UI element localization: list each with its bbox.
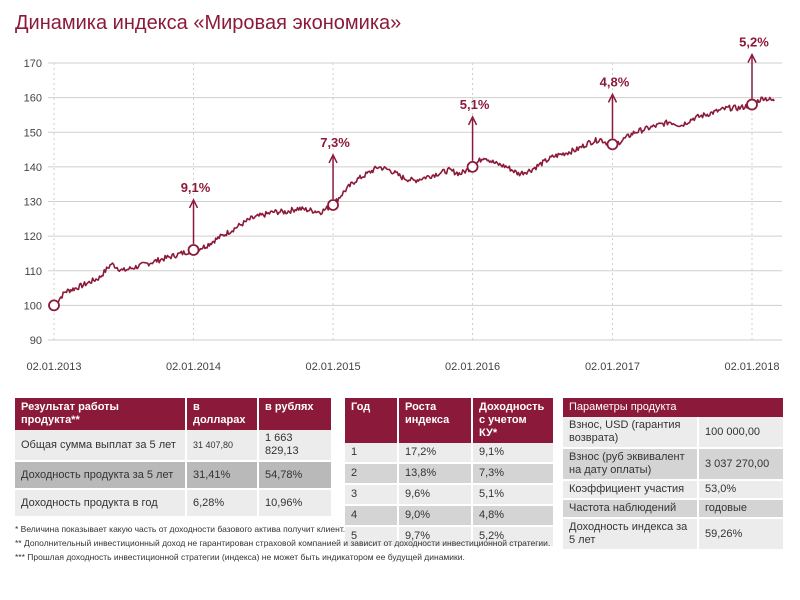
annotation-marker [327,199,339,211]
table-cell: 9,6% [398,484,473,506]
table-cell: Доходность продукта в год [15,489,187,518]
footnote: *** Прошлая доходность инвестиционной ст… [15,552,465,562]
table-cell: Общая сумма выплат за 5 лет [15,430,187,462]
table-cell: 54,78% [258,461,333,490]
table-row: 5 9,7% 5,2% [345,526,555,548]
table-cell: Частота наблюдений [563,499,699,519]
footnote: ** Дополнительный инвестиционный доход н… [15,538,551,548]
table-cell: 10,96% [258,489,333,518]
annotation-marker [746,98,758,111]
table-cell: 2 [345,463,399,485]
table-cell: 53,0% [698,480,785,500]
table-cell: Коэффициент участия [563,480,699,500]
table-cell: 5,2% [472,526,555,548]
product-result-table: Результат работы продукта** в долларах в… [15,398,333,518]
x-tick-label: 02.01.2013 [26,361,81,373]
annotation-label: 5,2% [739,35,769,50]
footnotes: * Величина показывает какую часть от дох… [15,524,555,566]
index-line-chart: 90 100 110 120 130 140 150 160 170 02.01.2013 02.0… [24,35,782,373]
y-tick-label: 90 [30,335,42,347]
x-tick-label: 02.01.2017 [585,361,640,373]
footnote: * Величина показывает какую часть от дох… [15,524,346,534]
annotation-arrowhead [188,198,199,209]
x-tick-label: 02.01.2016 [445,361,500,373]
annotation-label: 7,3% [320,135,350,150]
col-header: Результат работы продукта** [15,398,187,430]
page-title: Динамика индекса «Мировая экономика» [15,12,402,34]
table-row: 3 9,6% 5,1% [345,484,555,506]
table-row: Общая сумма выплат за 5 лет 31 407,80 1 … [15,430,333,462]
x-tick-label: 02.01.2015 [306,361,361,373]
y-tick-label: 160 [24,93,42,105]
annotation-marker [187,244,200,256]
table-cell: 5 [345,526,399,548]
annotation-label: 5,1% [460,97,490,112]
table-row: Взнос (руб эквивалент на дату оплаты) 3 … [563,448,785,481]
col-header: Роста индекса [398,398,473,443]
x-tick-label: 02.01.2018 [724,361,779,373]
annotation-label: 9,1% [181,180,211,195]
table-cell: 31,41% [186,461,259,490]
table-row: Частота наблюдений годовые [563,499,785,519]
table-cell: Доходность индекса за 5 лет [563,518,699,551]
x-tick-label: 02.01.2014 [166,361,221,373]
y-tick-label: 130 [24,197,42,209]
y-tick-label: 120 [24,231,42,243]
annotation-marker [466,160,479,173]
product-params-table: Параметры продукта Взнос, USD (гарантия … [563,398,785,551]
table-row: Взнос, USD (гарантия возврата) 100 000,0… [563,417,785,449]
start-marker [48,299,60,312]
table-cell: 6,28% [186,489,259,518]
table-cell: 9,7% [398,526,473,548]
table-cell: 1 [345,443,399,464]
table-row: 4 9,0% 4,8% [345,505,555,527]
annotation-arrowhead [607,92,618,103]
table-row: 2 13,8% 7,3% [345,463,555,485]
annotation-arrowhead [328,153,338,164]
table-row: Коэффициент участия 53,0% [563,480,785,500]
table-cell: 7,3% [472,463,555,485]
table-cell: 13,8% [398,463,473,485]
table-row: Доходность продукта за 5 лет 31,41% 54,7… [15,461,333,490]
table-cell: 4 [345,505,399,527]
yearly-returns-table: Год Роста индекса Доходность с учетом КУ… [345,398,555,548]
table-cell: 1 663 829,13 [258,430,333,462]
table-cell: 4,8% [472,505,555,527]
y-tick-label: 170 [24,58,42,70]
y-tick-label: 110 [24,266,42,278]
col-header: Год [345,398,399,443]
table-cell: 100 000,00 [698,417,785,449]
y-tick-label: 150 [24,127,42,139]
annotation-arrowhead [747,52,757,63]
annotation-marker [606,138,619,151]
table-cell: 31 407,80 [186,430,259,462]
series-line [53,96,775,306]
table-cell: Взнос (руб эквивалент на дату оплаты) [563,448,699,481]
table-cell: 9,1% [472,443,555,464]
table-cell: Доходность продукта за 5 лет [15,461,187,490]
annotation-arrowhead [467,115,478,126]
annotation-label: 4,8% [600,74,630,89]
table-cell: 3 037 270,00 [698,448,785,481]
table-cell: 17,2% [398,443,473,464]
table-row: Доходность продукта в год 6,28% 10,96% [15,489,333,518]
table-row: 1 17,2% 9,1% [345,443,555,464]
table-cell: 5,1% [472,484,555,506]
col-header: в рублях [258,398,333,430]
col-header: Доходность с учетом КУ* [472,398,555,443]
table-cell: 59,26% [698,518,785,551]
table-cell: Взнос, USD (гарантия возврата) [563,417,699,449]
col-header: Параметры продукта [563,398,785,417]
table-cell: годовые [698,499,785,519]
table-cell: 3 [345,484,399,506]
y-tick-label: 140 [24,162,42,174]
table-cell: 9,0% [398,505,473,527]
col-header: в долларах [186,398,259,430]
y-tick-label: 100 [24,300,42,312]
table-row: Доходность индекса за 5 лет 59,26% [563,518,785,551]
